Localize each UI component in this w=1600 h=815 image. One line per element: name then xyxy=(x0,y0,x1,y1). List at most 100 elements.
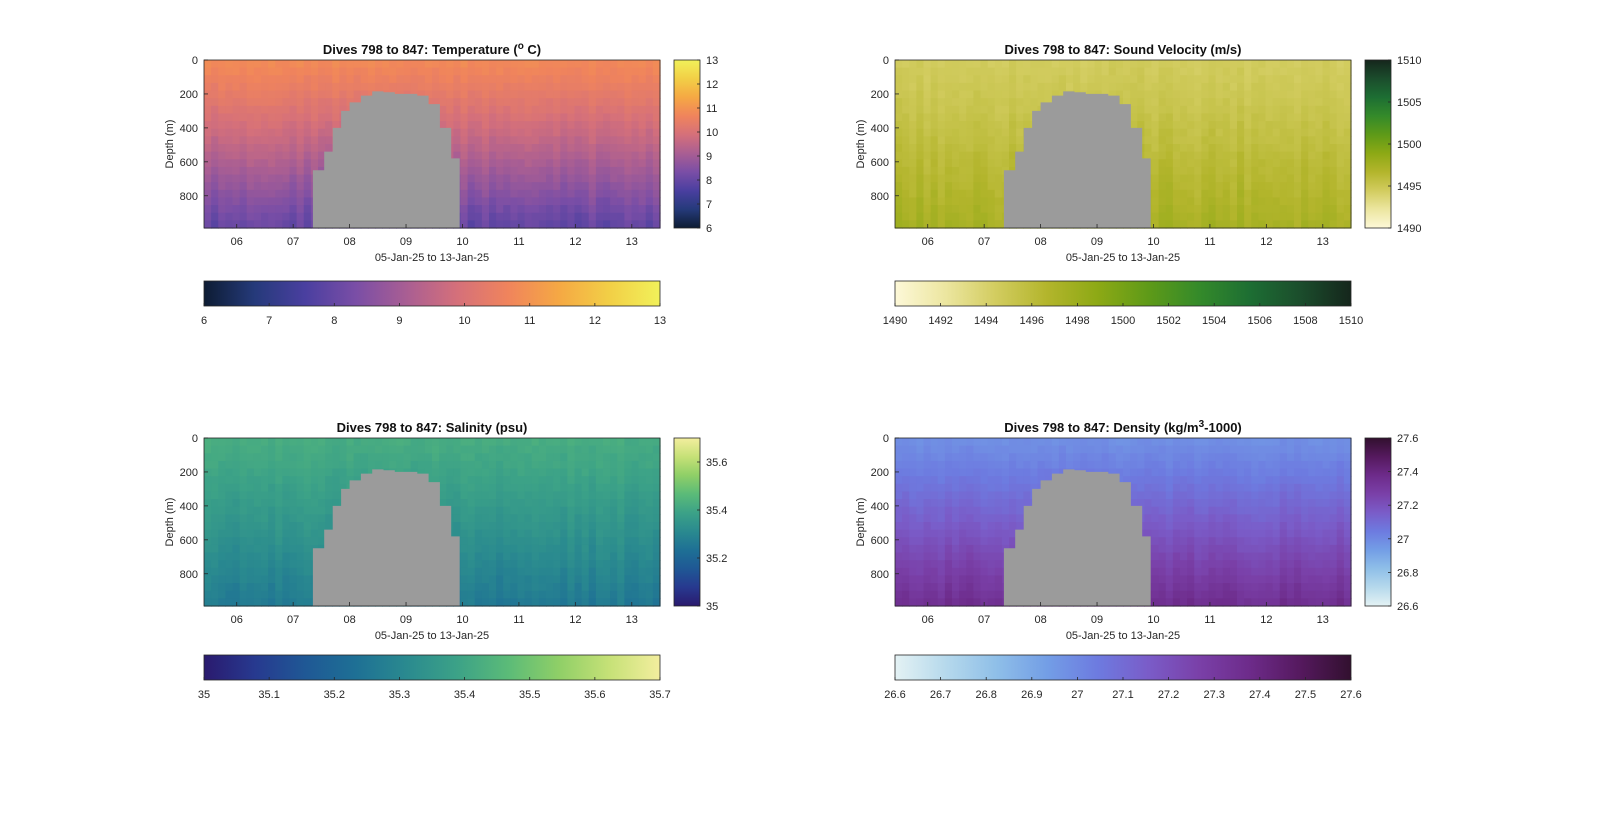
heatmap-cell xyxy=(253,476,262,485)
heatmap-cell xyxy=(332,483,340,493)
heatmap-cell xyxy=(980,583,989,592)
heatmap-cell xyxy=(959,476,967,485)
heatmap-cell xyxy=(460,598,469,607)
heatmap-cell xyxy=(1044,60,1053,69)
heatmap-cell xyxy=(546,90,554,99)
heatmap-cell xyxy=(980,590,989,599)
heatmap-cell xyxy=(503,567,511,577)
heatmap-cell xyxy=(204,212,212,221)
heatmap-cell xyxy=(1009,476,1017,485)
heatmap-cell xyxy=(595,205,604,214)
x-tick-label: 12 xyxy=(1260,236,1272,248)
heatmap-cell xyxy=(895,197,903,206)
heatmap-cell xyxy=(595,537,604,546)
heatmap-cell xyxy=(1016,105,1024,115)
heatmap-cell xyxy=(553,537,561,546)
heatmap-cell xyxy=(624,166,633,176)
heatmap-cell xyxy=(617,575,625,584)
heatmap-cell xyxy=(389,438,397,447)
heatmap-cell xyxy=(1315,220,1324,229)
heatmap-cell xyxy=(432,60,440,69)
heatmap-cell xyxy=(496,522,504,531)
heatmap-cell xyxy=(923,128,932,137)
heatmap-cell xyxy=(944,151,953,160)
heatmap-cell xyxy=(652,60,661,69)
heatmap-cell xyxy=(517,537,526,546)
heatmap-cell xyxy=(567,75,576,84)
heatmap-cell xyxy=(467,445,476,454)
heatmap-cell xyxy=(560,205,568,214)
heatmap-cell xyxy=(225,136,234,145)
heatmap-cell xyxy=(603,468,611,477)
heatmap-cell xyxy=(1194,98,1202,107)
heatmap-cell xyxy=(1094,75,1103,84)
heatmap-cell xyxy=(253,544,262,554)
heatmap-cell xyxy=(204,75,212,84)
heatmap-cell xyxy=(353,90,362,99)
heatmap-cell xyxy=(489,82,497,92)
chart-title: Dives 798 to 847: Sound Velocity (m/s) xyxy=(1005,42,1242,57)
heatmap-cell xyxy=(1329,166,1338,176)
heatmap-cell xyxy=(296,90,305,99)
heatmap-cell xyxy=(489,544,497,554)
heatmap-cell xyxy=(268,590,276,599)
heatmap-cell xyxy=(531,174,540,183)
heatmap-cell xyxy=(1001,113,1010,122)
heatmap-cell xyxy=(631,75,640,84)
heatmap-cell xyxy=(282,67,291,76)
heatmap-cell xyxy=(318,128,326,137)
heatmap-cell xyxy=(1336,174,1345,183)
heatmap-cell xyxy=(631,82,640,92)
heatmap-cell xyxy=(1187,98,1195,107)
heatmap-cell xyxy=(275,560,283,569)
heatmap-cell xyxy=(268,136,276,145)
heatmap-cell xyxy=(339,468,348,477)
heatmap-cell xyxy=(467,105,476,115)
heatmap-cell xyxy=(1037,60,1046,69)
heatmap-cell xyxy=(574,128,583,137)
heatmap-cell xyxy=(895,113,903,122)
heatmap-cell xyxy=(318,60,326,69)
heatmap-cell xyxy=(1237,205,1245,214)
heatmap-cell xyxy=(1251,182,1259,191)
heatmap-cell xyxy=(524,121,533,130)
heatmap-cell xyxy=(481,75,490,84)
heatmap-cell xyxy=(1272,144,1281,153)
heatmap-cell xyxy=(531,460,540,470)
heatmap-cell xyxy=(232,514,241,523)
heatmap-cell xyxy=(510,460,519,470)
heatmap-cell xyxy=(574,90,583,99)
heatmap-cell xyxy=(296,529,305,538)
heatmap-cell xyxy=(560,468,568,477)
x-tick-label: 13 xyxy=(626,236,638,248)
heatmap-cell xyxy=(1315,105,1324,115)
heatmap-cell xyxy=(531,598,540,607)
heatmap-cell xyxy=(588,491,597,500)
heatmap-cell xyxy=(303,182,312,191)
heatmap-cell xyxy=(1308,220,1316,229)
heatmap-cell xyxy=(652,529,661,538)
heatmap-cell xyxy=(481,575,490,584)
heatmap-cell xyxy=(1343,166,1352,176)
heatmap-cell xyxy=(489,506,497,515)
heatmap-cell xyxy=(1343,105,1352,115)
heatmap-cell xyxy=(553,90,561,99)
heatmap-cell xyxy=(973,575,982,584)
heatmap-cell xyxy=(481,544,490,554)
heatmap-cell xyxy=(588,174,597,183)
heatmap-cell xyxy=(567,522,576,531)
heatmap-cell xyxy=(531,189,540,199)
heatmap-cell xyxy=(617,583,625,592)
heatmap-cell xyxy=(1208,136,1217,145)
heatmap-cell xyxy=(517,506,526,515)
heatmap-cell xyxy=(1286,212,1295,221)
heatmap-cell xyxy=(467,205,476,214)
heatmap-cell xyxy=(1151,197,1160,206)
heatmap-cell xyxy=(1208,82,1217,92)
heatmap-cell xyxy=(959,205,967,214)
heatmap-cell xyxy=(973,75,982,84)
heatmap-cell xyxy=(546,567,554,577)
heatmap-cell xyxy=(1315,67,1324,76)
heatmap-cell xyxy=(1194,189,1202,199)
heatmap-cell xyxy=(1058,468,1067,477)
